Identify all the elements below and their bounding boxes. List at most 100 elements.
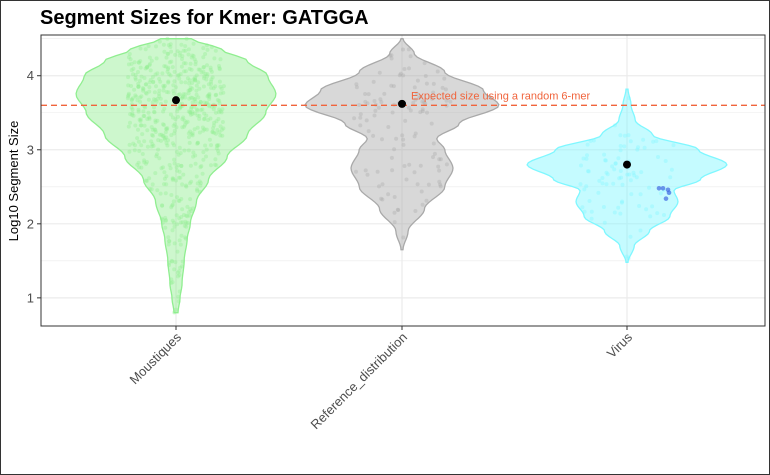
data-point [126,62,131,67]
x-tick-label: Reference_distribution [308,330,411,433]
data-point [201,84,206,89]
data-point [152,97,156,102]
data-point [139,123,144,128]
data-point [391,84,396,89]
data-point [136,84,141,89]
data-point [164,135,169,140]
y-tick-label: 4 [27,68,34,83]
data-point [634,175,639,180]
data-point [376,105,381,110]
data-point [156,138,161,143]
data-point [135,162,140,167]
data-point [162,170,167,175]
data-point [170,259,175,264]
data-point [129,105,134,110]
data-point [177,145,182,150]
data-point [212,130,217,135]
data-point [166,80,171,85]
data-point [404,177,409,182]
data-point [172,143,176,148]
data-point [150,100,155,105]
data-point [170,65,175,70]
data-point [192,97,197,102]
data-point [142,158,147,163]
data-point [171,123,176,128]
data-point [211,107,216,112]
data-point [198,67,202,72]
data-point [379,196,384,201]
data-point [143,105,148,110]
data-point [604,170,609,175]
data-point [209,85,214,90]
data-point [193,153,198,158]
data-point [202,127,207,132]
data-point [137,165,142,170]
data-point [201,69,206,74]
data-point [164,126,168,131]
data-point [191,77,196,82]
data-point [218,124,223,129]
data-point [586,169,591,174]
data-point [170,202,175,207]
data-point [163,191,168,196]
data-point [186,148,191,153]
data-point [603,158,608,163]
data-point [618,211,623,216]
data-point [177,104,182,109]
data-point [207,137,212,142]
data-point [612,167,617,172]
data-point [126,55,131,60]
data-point [167,72,172,77]
data-point [179,163,184,168]
data-point [166,65,171,70]
data-point [584,156,589,161]
data-point [143,90,148,95]
data-point [189,95,193,100]
data-point [619,200,624,205]
mean-point-moustiques [172,96,180,105]
data-point [160,71,165,76]
data-point [175,222,180,227]
data-point [618,144,623,148]
data-point [432,151,437,156]
data-point [190,53,195,58]
data-point [186,131,191,136]
data-point [190,131,195,136]
data-point [136,109,141,114]
data-point [412,134,417,139]
data-point [184,36,189,41]
data-point [173,85,178,90]
data-point [616,205,621,210]
data-point [217,107,222,112]
data-point [193,99,198,104]
data-point [169,277,174,282]
data-point [145,160,149,164]
data-point [213,162,217,167]
data-point [163,215,168,220]
data-point [190,133,195,138]
data-point [206,93,211,98]
data-point [169,133,174,138]
data-point [394,136,399,141]
data-point [209,143,213,148]
data-point [145,65,150,70]
data-point [197,116,202,121]
data-point [209,77,214,82]
data-point [126,83,131,88]
data-point [629,192,634,197]
data-point [366,129,371,134]
data-point [216,117,221,121]
data-point [166,79,171,84]
data-point [183,235,188,240]
violin-virus [526,88,728,263]
data-point [216,143,221,148]
data-point [170,177,175,182]
data-point [175,109,180,114]
data-point [126,91,131,96]
data-point [136,107,141,112]
data-point [198,183,203,188]
data-point [130,113,135,117]
data-point [172,69,177,74]
data-point [424,198,429,203]
